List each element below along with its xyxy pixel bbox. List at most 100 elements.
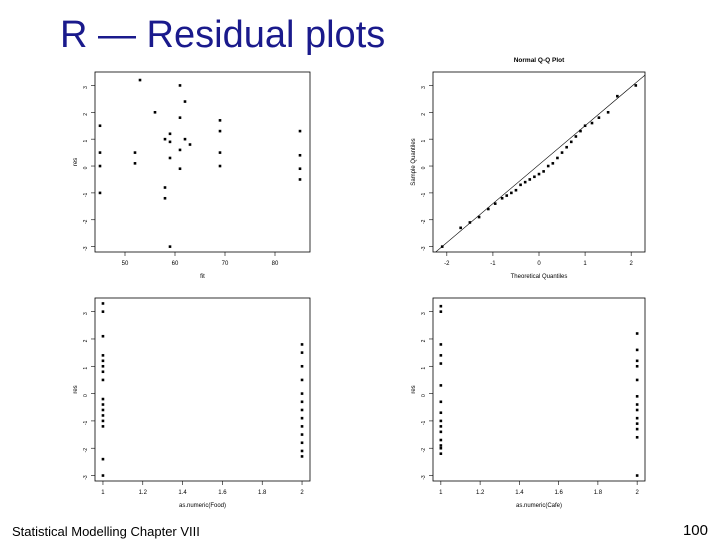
fitted-x-tick-label: 80 [272, 261, 279, 267]
qq-y-tick-label: -1 [421, 192, 427, 197]
fitted-y-tick-label: 1 [83, 140, 89, 143]
food-y-tick-label: -2 [83, 448, 89, 453]
cafe-data-point [635, 474, 639, 477]
cafe-data-point [635, 364, 639, 368]
fitted-data-point [163, 196, 167, 200]
cafe-frame [432, 297, 646, 482]
cafe-y-tick-label: 3 [421, 312, 427, 315]
qq-data-point [533, 175, 536, 179]
fitted-data-point [218, 129, 222, 133]
fitted-y-tick-label: 3 [83, 86, 89, 89]
cafe-data-point [635, 359, 639, 363]
food-data-point [101, 378, 105, 382]
qq-x-tick-label: -1 [490, 261, 496, 267]
cafe-data-point [439, 452, 443, 455]
cafe-data-point [439, 430, 443, 434]
fitted-panel: 50 60 70 80 -3 -2 -1 0 1 2 3 fit res [73, 71, 311, 280]
fitted-data-point [298, 178, 302, 181]
qq-data-point [590, 121, 594, 125]
qq-data-point [606, 110, 610, 114]
fitted-data-point [133, 151, 137, 154]
cafe-data-point [635, 427, 639, 431]
fitted-data-point [163, 186, 167, 189]
food-data-point [101, 425, 105, 428]
qq-x-tick-label: 1 [583, 261, 587, 267]
food-data-point [300, 364, 304, 368]
qq-data-point [583, 124, 587, 128]
qq-data-point [519, 183, 522, 187]
fitted-data-point [98, 151, 102, 154]
qq-data-point [579, 129, 582, 133]
cafe-y-tick-label: 2 [421, 339, 427, 342]
fitted-data-point [218, 151, 222, 154]
food-data-point [101, 408, 105, 412]
food-data-point [101, 354, 105, 357]
fitted-x-tick-label: 50 [122, 261, 129, 267]
fitted-data-point [218, 164, 222, 168]
qq-data-point [537, 172, 541, 176]
food-data-point [300, 400, 304, 404]
food-data-point [101, 310, 105, 313]
cafe-data-point [439, 425, 443, 428]
fitted-x-tick-label: 70 [222, 261, 229, 267]
cafe-data-point [635, 395, 639, 398]
food-data-point [300, 449, 304, 453]
cafe-data-point [439, 444, 443, 447]
cafe-y-tick-label: 0 [421, 394, 427, 397]
qq-data-point [440, 245, 444, 248]
fitted-data-point [168, 245, 172, 248]
qq-data-point [569, 140, 573, 144]
food-x-axis-label: as.numeric(Food) [179, 503, 226, 509]
food-y-axis-label: res [73, 385, 79, 393]
qq-reference-line [435, 74, 645, 252]
food-data-point [300, 392, 304, 395]
cafe-data-point [635, 422, 639, 425]
fitted-data-point [298, 153, 302, 157]
food-data-point [101, 370, 105, 374]
cafe-data-point [439, 400, 443, 404]
fitted-data-point [178, 167, 182, 171]
food-x-tick-label: 2 [300, 490, 304, 496]
food-data-point [300, 455, 304, 458]
cafe-data-point [635, 348, 639, 352]
food-data-point [300, 433, 304, 436]
cafe-y-tick-label: -1 [421, 420, 427, 425]
food-data-point [101, 302, 105, 305]
qq-data-point [634, 84, 638, 87]
qq-y-tick-label: -2 [421, 219, 427, 224]
cafe-x-axis-label: as.numeric(Cafe) [516, 503, 562, 509]
food-data-point [300, 441, 304, 445]
fitted-y-tick-label: -3 [83, 246, 89, 251]
food-panel: 1 1.2 1.4 1.6 1.8 2 -3 -2 -1 0 1 2 3 as.numeric(Food)… [73, 297, 311, 509]
qq-x-tick-label: 0 [537, 261, 541, 267]
cafe-x-tick-label: 1.6 [554, 490, 563, 496]
food-x-tick-label: 1.6 [218, 490, 227, 496]
qq-data-point [556, 156, 559, 160]
cafe-y-tick-label: 1 [421, 367, 427, 370]
cafe-data-point [635, 403, 639, 406]
food-x-tick-label: 1.8 [258, 490, 267, 496]
qq-y-tick-label: 1 [421, 140, 427, 143]
qq-data-point [468, 221, 472, 224]
food-y-tick-label: 1 [83, 367, 89, 370]
food-data-point [300, 343, 304, 346]
cafe-x-tick-label: 2 [635, 490, 639, 496]
food-data-point [300, 378, 304, 382]
cafe-data-point [635, 408, 639, 412]
food-data-point [101, 334, 105, 338]
cafe-y-tick-label: -3 [421, 475, 427, 480]
qq-y-tick-label: 2 [421, 113, 427, 116]
cafe-data-point [439, 354, 443, 357]
qq-chart-title: Normal Q-Q Plot [514, 57, 565, 64]
fitted-data-point [298, 167, 302, 171]
food-y-tick-label: -1 [83, 420, 89, 425]
fitted-data-point [178, 84, 182, 87]
fitted-y-axis-label: res [73, 158, 79, 166]
cafe-y-tick-label: -2 [421, 448, 427, 453]
qq-data-point [574, 135, 578, 138]
fitted-data-point [133, 162, 137, 165]
qq-y-tick-label: 3 [421, 86, 427, 89]
qq-data-point [597, 116, 601, 119]
qq-data-point [477, 215, 481, 219]
